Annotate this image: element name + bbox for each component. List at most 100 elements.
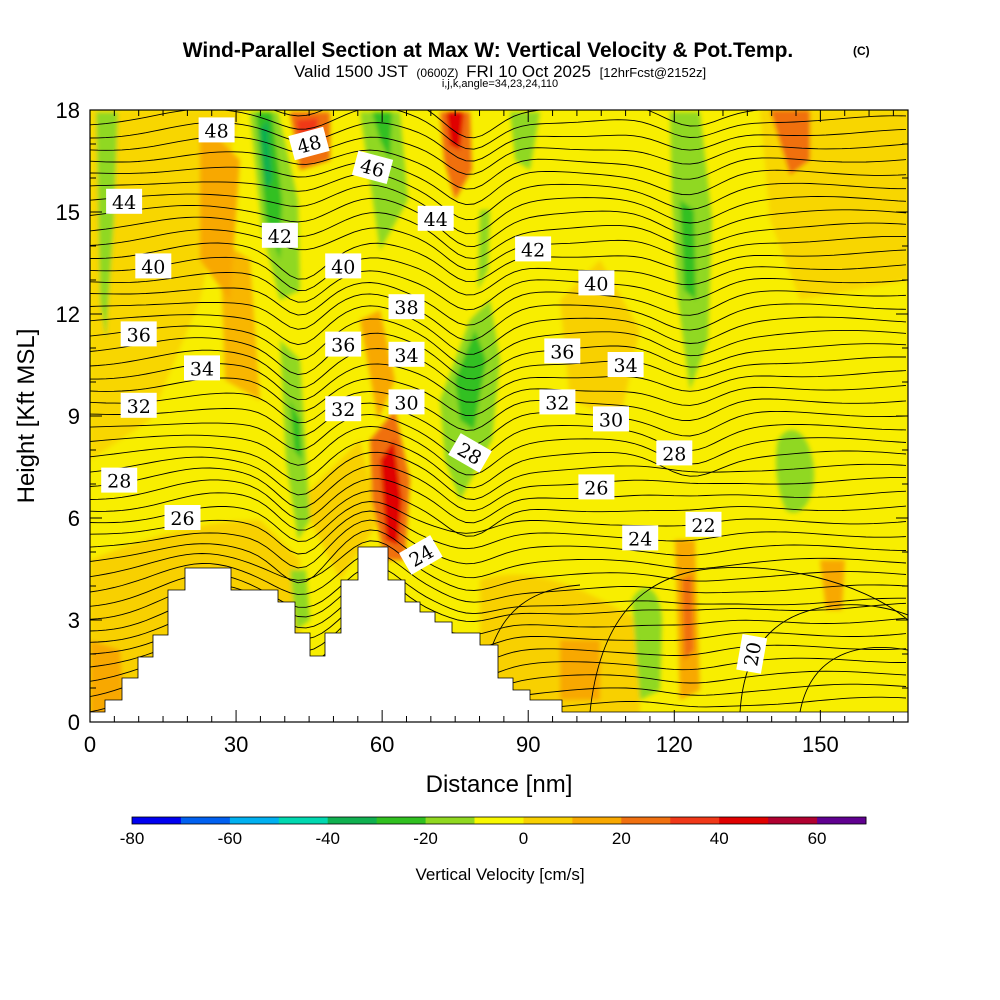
x-tick-label: 150 bbox=[802, 732, 839, 757]
contour-label-text: 44 bbox=[424, 209, 448, 231]
contour-label: 34 bbox=[607, 352, 644, 377]
contour-label-text: 32 bbox=[331, 399, 355, 421]
theta-contour-line bbox=[90, 451, 907, 500]
colorbar-swatch bbox=[327, 817, 378, 824]
contour-label: 22 bbox=[685, 511, 722, 537]
contour-label: 40 bbox=[325, 253, 362, 279]
theta-contour-line bbox=[90, 348, 906, 391]
theta-contour-line bbox=[90, 390, 907, 431]
contour-label-box bbox=[184, 355, 220, 381]
y-tick-label: 9 bbox=[68, 404, 80, 429]
contour-label: 36 bbox=[325, 331, 362, 357]
x-tick-label: 90 bbox=[516, 732, 540, 757]
x-axis-label: Distance [nm] bbox=[426, 771, 573, 798]
theta-contour-line bbox=[90, 110, 764, 139]
contour-label-text: 32 bbox=[127, 396, 151, 418]
contour-label-box bbox=[351, 150, 394, 185]
colorbar-swatch bbox=[719, 817, 769, 824]
contour-label-box bbox=[515, 236, 552, 262]
contour-label: 42 bbox=[261, 222, 298, 248]
contour-label-box bbox=[417, 205, 454, 231]
colorbar-tick-label: 20 bbox=[612, 829, 631, 848]
contour-label-box bbox=[539, 389, 576, 415]
theta-contour-line bbox=[90, 501, 907, 542]
theta-contour-line bbox=[90, 318, 907, 368]
colorbar-tick-label: -40 bbox=[315, 829, 340, 848]
contour-label-text: 40 bbox=[584, 273, 608, 295]
theta-contour-line bbox=[90, 149, 907, 190]
contour-label: 34 bbox=[388, 341, 425, 367]
theta-contour-line bbox=[90, 212, 907, 259]
x-tick-label: 120 bbox=[656, 732, 693, 757]
colorbar-swatch bbox=[474, 817, 524, 824]
contour-label-text: 34 bbox=[190, 358, 214, 380]
contour-label-box bbox=[388, 341, 425, 367]
colorbar-swatch bbox=[376, 817, 427, 824]
contour-label-box bbox=[607, 352, 644, 377]
colorbar-swatch bbox=[229, 817, 280, 824]
contour-label-text: 22 bbox=[691, 515, 715, 537]
contour-label: 36 bbox=[544, 338, 581, 364]
colorbar-tick-label: -20 bbox=[413, 829, 438, 848]
contour-label: 36 bbox=[120, 321, 157, 347]
colorbar-swatch bbox=[278, 817, 329, 824]
theta-contour-line bbox=[90, 270, 907, 311]
contour-label: 26 bbox=[164, 505, 201, 530]
subtitle-forecast: [12hrFcst@2152z] bbox=[600, 65, 706, 80]
contour-label-text: 26 bbox=[584, 477, 608, 499]
colorbar-tick-label: 60 bbox=[808, 829, 827, 848]
contour-label-box bbox=[388, 294, 425, 320]
contour-label-text: 36 bbox=[550, 341, 574, 363]
x-tick-label: 0 bbox=[84, 732, 96, 757]
contour-label-text: 40 bbox=[141, 256, 165, 278]
contour-label: 48 bbox=[198, 117, 235, 143]
colorbar-tick-label: -80 bbox=[120, 829, 145, 848]
contour-label-text: 34 bbox=[394, 345, 418, 367]
contour-label-box bbox=[578, 474, 615, 500]
theta-contour-line bbox=[90, 519, 907, 569]
theta-contour-line bbox=[90, 282, 907, 326]
theta-contour-line bbox=[90, 256, 907, 296]
contour-label: 38 bbox=[388, 294, 425, 320]
y-axis-label: Height [Kft MSL] bbox=[13, 329, 40, 504]
colorbar-frame bbox=[131, 816, 867, 825]
contour-label-text: 42 bbox=[268, 226, 292, 248]
contour-label-text: 44 bbox=[112, 192, 136, 214]
contour-label-text: 26 bbox=[170, 508, 194, 530]
theta-contour-line bbox=[799, 647, 908, 713]
subtitle-utc: (0600Z) bbox=[416, 66, 458, 80]
colorbar-swatch bbox=[768, 817, 818, 824]
colorbar-swatch bbox=[670, 817, 720, 824]
plot-field: 48 48 46 44 44 42 40 40 42 38 40 36 36 34 36 34 34 32 32 30… bbox=[90, 110, 908, 722]
contour-label-box bbox=[198, 117, 235, 143]
contour-label-box bbox=[685, 511, 722, 537]
y-tick-label: 0 bbox=[68, 710, 80, 735]
contour-label: 40 bbox=[578, 270, 615, 296]
contour-label-text: 28 bbox=[662, 443, 686, 465]
contour-label: 32 bbox=[539, 389, 576, 415]
contour-label-box bbox=[325, 253, 362, 279]
contour-label: 48 bbox=[288, 126, 330, 161]
contour-label: 24 bbox=[622, 525, 659, 551]
colorbar-swatch bbox=[817, 817, 867, 824]
contour-label-box bbox=[261, 222, 298, 248]
contour-label-text: 24 bbox=[628, 528, 652, 550]
x-axis: 0 30 60 90 120 150 bbox=[84, 110, 894, 757]
contour-label: 42 bbox=[515, 236, 552, 262]
contour-label-box bbox=[399, 535, 443, 575]
contour-label-box bbox=[325, 396, 362, 422]
theta-contour-line bbox=[90, 305, 907, 355]
contour-label: 26 bbox=[578, 474, 615, 500]
contour-label: 30 bbox=[593, 406, 629, 432]
contour-label-box bbox=[164, 505, 201, 530]
contour-label-box bbox=[736, 634, 768, 674]
contour-label-box bbox=[622, 525, 659, 551]
contour-label-text: 42 bbox=[521, 239, 545, 261]
contour-label-text: 34 bbox=[614, 355, 638, 377]
colorbar-swatch bbox=[621, 817, 671, 824]
theta-contour-line bbox=[90, 464, 906, 512]
theta-contour-line bbox=[90, 490, 907, 537]
theta-contour-line bbox=[90, 332, 907, 380]
contour-label-box bbox=[544, 338, 581, 364]
theta-contour-line bbox=[90, 552, 907, 603]
